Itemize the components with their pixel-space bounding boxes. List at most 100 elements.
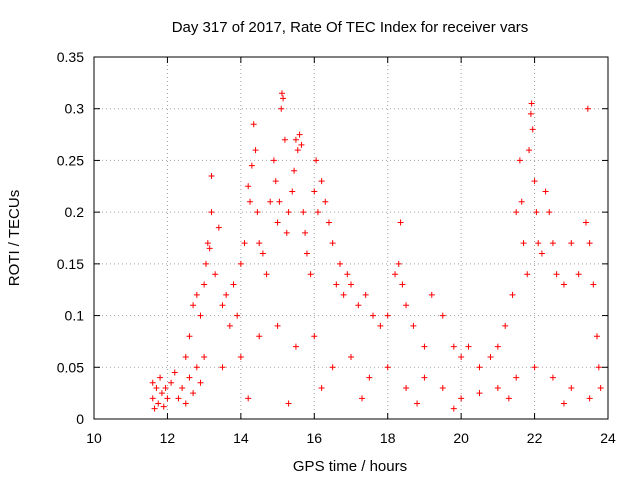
data-point [527, 110, 534, 117]
y-tick-label: 0.3 [65, 101, 85, 117]
data-point [155, 400, 162, 407]
data-point [149, 395, 156, 402]
data-point [278, 90, 285, 97]
data-point [263, 271, 270, 278]
data-point [494, 384, 501, 391]
data-point [300, 209, 307, 216]
data-point [259, 250, 266, 257]
data-point [307, 271, 314, 278]
data-point [428, 291, 435, 298]
y-tick-label: 0.1 [65, 308, 85, 324]
data-point [584, 105, 591, 112]
data-point [553, 271, 560, 278]
data-point [450, 343, 457, 350]
data-point [247, 198, 254, 205]
data-point [520, 240, 527, 247]
data-point [348, 353, 354, 360]
data-point [546, 209, 553, 216]
data-point [586, 395, 593, 402]
data-point [168, 379, 175, 386]
data-point [465, 343, 472, 350]
data-point [186, 374, 193, 381]
data-point [538, 250, 545, 257]
data-point [439, 312, 446, 319]
data-point [272, 178, 279, 185]
data-point [278, 105, 285, 112]
data-point [296, 131, 303, 138]
data-point [458, 395, 465, 402]
data-point [254, 209, 261, 216]
data-point [219, 302, 226, 309]
data-point [157, 374, 164, 381]
y-tick-label: 0 [76, 411, 84, 427]
data-point [208, 172, 215, 179]
data-point [586, 240, 593, 247]
data-point [197, 312, 204, 319]
data-point [197, 379, 204, 386]
data-point [237, 353, 244, 360]
data-point [450, 405, 457, 412]
data-point [292, 136, 299, 143]
data-point [230, 281, 237, 288]
data-point [250, 121, 257, 128]
data-point [384, 312, 391, 319]
data-point [340, 291, 347, 298]
data-point [593, 333, 600, 340]
data-point [303, 250, 310, 257]
plot-frame [93, 56, 609, 420]
data-point [516, 157, 523, 164]
data-point [344, 271, 351, 278]
data-point [223, 291, 230, 298]
data-point [362, 291, 369, 298]
data-point [421, 374, 428, 381]
data-point [201, 281, 208, 288]
data-point [164, 395, 171, 402]
data-point [582, 219, 589, 226]
data-point [318, 384, 325, 391]
data-point [285, 209, 292, 216]
data-point [313, 157, 320, 164]
x-tick-label: 16 [306, 430, 322, 446]
data-point [509, 291, 516, 298]
data-points [149, 90, 604, 412]
data-point [439, 384, 446, 391]
data-point [153, 384, 160, 391]
x-tick-label: 20 [453, 430, 469, 446]
data-point [160, 403, 167, 410]
data-point [568, 240, 575, 247]
data-point [318, 178, 325, 185]
data-point [234, 312, 241, 319]
data-point [162, 384, 169, 391]
data-point [494, 343, 501, 350]
data-point [281, 136, 288, 143]
data-point [267, 198, 274, 205]
data-point [283, 229, 290, 236]
data-point [212, 271, 219, 278]
data-point [568, 384, 575, 391]
data-point [311, 333, 318, 340]
data-point [285, 400, 292, 407]
data-point [533, 209, 540, 216]
data-point [171, 369, 178, 376]
y-tick-label: 0.15 [57, 256, 84, 272]
data-point [513, 209, 520, 216]
data-point [513, 374, 520, 381]
data-point [575, 271, 582, 278]
x-tick-label: 14 [233, 430, 249, 446]
data-point [329, 364, 336, 371]
data-point [348, 281, 354, 288]
data-point [280, 95, 287, 102]
data-point [149, 379, 156, 386]
data-point [560, 281, 567, 288]
data-point [595, 364, 602, 371]
data-point [377, 322, 384, 329]
data-point [202, 260, 209, 267]
data-point [403, 384, 410, 391]
data-point [151, 405, 158, 412]
data-point [182, 353, 189, 360]
grid-lines [94, 57, 608, 419]
data-point [314, 209, 321, 216]
data-point [359, 395, 366, 402]
data-point [158, 390, 165, 397]
